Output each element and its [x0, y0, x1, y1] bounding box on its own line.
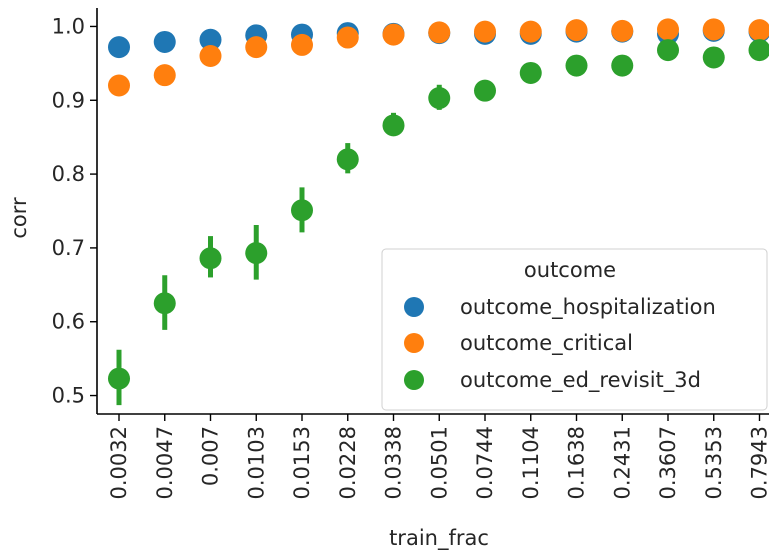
legend: outcome outcome_hospitalization outcome_…: [382, 249, 767, 410]
x-tick-label: 0.0103: [244, 426, 268, 499]
x-tick-label: 0.0153: [290, 426, 314, 499]
data-point: [428, 21, 450, 43]
data-point: [108, 36, 130, 58]
data-point: [108, 368, 130, 390]
x-tick-label: 0.0501: [427, 426, 451, 499]
x-tick-label: 0.7943: [748, 426, 769, 499]
x-tick-label: 0.2431: [610, 426, 634, 499]
x-tick-label: 0.007: [199, 426, 223, 486]
data-point: [749, 39, 769, 61]
y-tick-label: 0.9: [52, 88, 85, 112]
data-point: [566, 55, 588, 77]
data-point: [703, 18, 725, 40]
data-point: [154, 64, 176, 86]
legend-title: outcome: [524, 258, 616, 282]
data-point: [520, 62, 542, 84]
data-point: [108, 75, 130, 97]
data-point: [520, 21, 542, 43]
data-point: [383, 114, 405, 136]
x-tick-label: 0.1104: [519, 426, 543, 499]
data-point: [245, 242, 267, 264]
data-point: [154, 292, 176, 314]
data-point: [245, 36, 267, 58]
x-tick-label: 0.0032: [107, 426, 131, 499]
data-point: [428, 87, 450, 109]
data-point: [657, 18, 679, 40]
legend-label-hospitalization: outcome_hospitalization: [460, 295, 716, 320]
y-tick-label: 0.8: [52, 162, 85, 186]
x-axis-label: train_frac: [389, 526, 489, 551]
data-point: [154, 31, 176, 53]
legend-label-ed-revisit-3d: outcome_ed_revisit_3d: [460, 368, 701, 393]
legend-label-critical: outcome_critical: [460, 331, 633, 356]
data-point: [291, 34, 313, 56]
x-tick-label: 0.0744: [473, 426, 497, 499]
legend-marker-hospitalization: [404, 297, 424, 317]
y-tick-label: 0.7: [52, 236, 85, 260]
data-point: [474, 21, 496, 43]
x-tick-label: 0.3607: [656, 426, 680, 499]
y-tick-label: 1.0: [52, 14, 85, 38]
data-point: [337, 148, 359, 170]
legend-marker-ed-revisit-3d: [404, 370, 424, 390]
data-point: [703, 46, 725, 68]
x-tick-label: 0.0228: [336, 426, 360, 499]
y-axis-label: corr: [7, 197, 31, 239]
data-point: [291, 199, 313, 221]
data-point: [337, 27, 359, 49]
y-tick-label: 0.5: [52, 384, 85, 408]
data-point: [566, 19, 588, 41]
data-point: [657, 39, 679, 61]
legend-marker-critical: [404, 333, 424, 353]
data-point: [611, 20, 633, 42]
data-point: [200, 247, 222, 269]
data-point: [383, 24, 405, 46]
x-tick-label: 0.5353: [702, 426, 726, 499]
x-tick-label: 0.1638: [565, 426, 589, 499]
data-point: [611, 55, 633, 77]
data-point: [200, 45, 222, 67]
x-tick-label: 0.0047: [153, 426, 177, 499]
y-tick-label: 0.6: [52, 310, 85, 334]
x-tick-label: 0.0338: [382, 426, 406, 499]
data-point: [474, 80, 496, 102]
